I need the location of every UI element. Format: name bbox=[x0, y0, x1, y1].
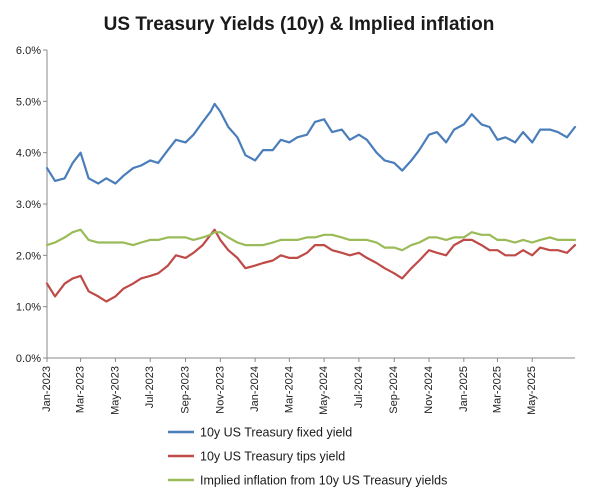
y-tick-label: 4.0% bbox=[16, 148, 41, 160]
y-tick-label: 3.0% bbox=[16, 199, 41, 211]
legend: 10y US Treasury fixed yield 10y US Treasu… bbox=[168, 426, 447, 488]
x-tick-label: Jul-2024 bbox=[353, 366, 365, 408]
series-line-3 bbox=[45, 228, 577, 252]
chart-title: US Treasury Yields (10y) & Implied infla… bbox=[104, 14, 495, 35]
x-tick-label: Jan-2024 bbox=[249, 366, 261, 412]
y-axis-ticks: 0.0% 1.0% 2.0% 3.0% 4.0% 5.0% 6.0% bbox=[16, 45, 47, 365]
series-line-2 bbox=[45, 228, 577, 303]
x-tick-label: May-2023 bbox=[109, 366, 121, 415]
x-tick-label: Nov-2024 bbox=[423, 366, 435, 414]
legend-label-3: Implied inflation from 10y US Treasury y… bbox=[200, 474, 447, 488]
x-tick-label: May-2024 bbox=[318, 366, 330, 415]
x-tick-label: Mar-2024 bbox=[283, 366, 295, 413]
series-line-1 bbox=[45, 102, 577, 185]
x-tick-label: Jul-2023 bbox=[144, 366, 156, 408]
x-tick-label: Jan-2025 bbox=[458, 366, 470, 412]
x-tick-label: May-2025 bbox=[526, 366, 538, 415]
y-tick-label: 0.0% bbox=[16, 353, 41, 365]
y-tick-label: 1.0% bbox=[16, 302, 41, 314]
legend-label-1: 10y US Treasury fixed yield bbox=[200, 426, 352, 440]
y-tick-label: 6.0% bbox=[16, 45, 41, 57]
y-tick-label: 5.0% bbox=[16, 96, 41, 108]
plot-area bbox=[45, 50, 577, 359]
x-axis-ticks: Jan-2023 Mar-2023 May-2023 Jul-2023 Sep-2023… bbox=[41, 358, 538, 415]
x-tick-label: Sep-2023 bbox=[180, 366, 192, 414]
x-tick-label: Sep-2024 bbox=[388, 366, 400, 414]
x-tick-label: Mar-2023 bbox=[75, 366, 87, 413]
x-tick-label: Mar-2025 bbox=[491, 366, 503, 413]
y-tick-label: 2.0% bbox=[16, 250, 41, 262]
x-tick-label: Nov-2023 bbox=[214, 366, 226, 414]
x-tick-label: Jan-2023 bbox=[41, 366, 53, 412]
legend-label-2: 10y US Treasury tips yield bbox=[200, 450, 345, 464]
